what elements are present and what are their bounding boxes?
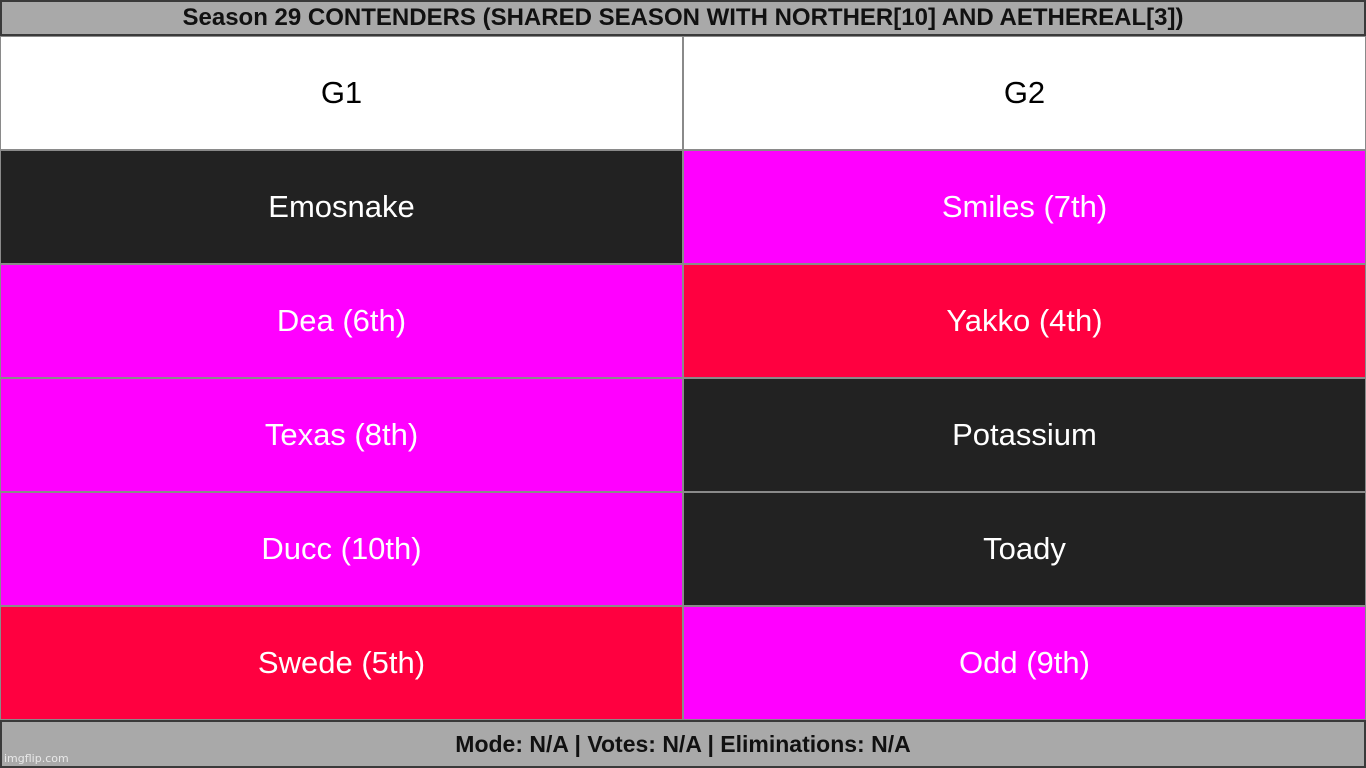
contender-cell: Odd (9th) (683, 606, 1366, 720)
contender-cell: Dea (6th) (0, 264, 683, 378)
contender-cell: Smiles (7th) (683, 150, 1366, 264)
contenders-table: G1 G2 Emosnake Smiles (7th) Dea (6th) Ya… (0, 36, 1366, 720)
contender-cell: Texas (8th) (0, 378, 683, 492)
contender-cell: Emosnake (0, 150, 683, 264)
contender-cell: Potassium (683, 378, 1366, 492)
column-header-g2: G2 (683, 36, 1366, 150)
contender-cell: Toady (683, 492, 1366, 606)
contender-cell: Yakko (4th) (683, 264, 1366, 378)
status-footer: Mode: N/A | Votes: N/A | Eliminations: N… (0, 720, 1366, 768)
contender-cell: Ducc (10th) (0, 492, 683, 606)
column-header-g1: G1 (0, 36, 683, 150)
page-title: Season 29 CONTENDERS (SHARED SEASON WITH… (0, 0, 1366, 36)
contender-cell: Swede (5th) (0, 606, 683, 720)
watermark: imgflip.com (4, 752, 69, 765)
